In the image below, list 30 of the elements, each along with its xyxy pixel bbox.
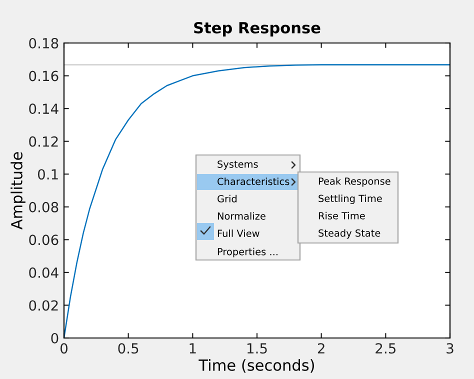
annotation: Full View (218, 229, 260, 238)
x-axis-title: Time (seconds) (198, 359, 314, 373)
y-tick-label: 0.16 (29, 70, 58, 82)
x-tick-label: 0.5 (118, 343, 138, 354)
annotation: Peak Response (318, 177, 390, 187)
annotation: Properties ... (218, 248, 278, 258)
annotation: Steady State (318, 229, 380, 239)
x-tick-label: 2 (318, 343, 324, 354)
y-tick-label: 0.12 (29, 136, 58, 147)
annotation: Characteristics (218, 178, 290, 186)
annotation: Systems (218, 160, 258, 170)
y-tick-label: 0.02 (29, 300, 58, 311)
x-tick-label: 2.5 (376, 343, 396, 354)
x-tick-label: 1.5 (247, 343, 267, 354)
annotation: Normalize (218, 212, 266, 220)
y-tick-label: 0.06 (29, 234, 58, 246)
annotation: Settling Time (318, 194, 382, 204)
x-tick-label: 1 (190, 343, 196, 354)
y-tick-label: 0.04 (29, 267, 58, 278)
y-tick-label: 0.1 (38, 169, 58, 180)
annotation: Grid (218, 194, 237, 202)
x-tick-label: 3 (446, 343, 454, 354)
y-tick-label: 0.18 (29, 38, 58, 48)
y-tick-label: 0 (51, 332, 58, 344)
y-axis-title: Amplitude (10, 152, 26, 230)
chart-title: Step Response (194, 22, 320, 36)
y-tick-label: 0.08 (29, 202, 58, 212)
annotation: Rise Time (318, 212, 365, 220)
x-tick-label: 0 (60, 343, 68, 354)
y-tick-label: 0.14 (29, 104, 58, 114)
